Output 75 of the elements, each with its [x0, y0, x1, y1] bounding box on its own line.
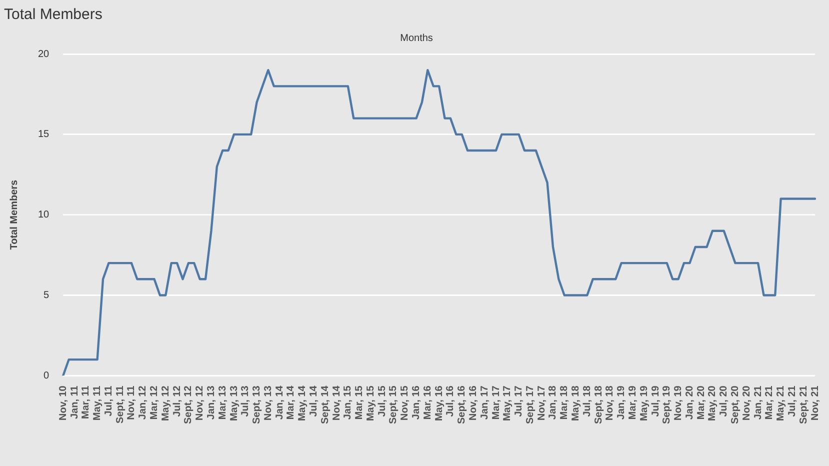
y-tick-label: 20	[38, 48, 50, 60]
x-tick-label: Nov, 17	[536, 385, 548, 420]
x-tick-label: Mar, 11	[80, 385, 92, 420]
x-tick-label: May, 17	[502, 385, 514, 422]
x-tick-label: Mar, 21	[764, 385, 776, 420]
x-tick-label: May, 12	[160, 385, 172, 422]
y-tick-label: 10	[38, 210, 50, 221]
x-tick-label: Nov, 11	[126, 385, 138, 420]
x-tick-label: Mar, 20	[696, 385, 707, 420]
x-tick-label: Jul, 18	[582, 385, 593, 417]
x-tick-label: Jan, 17	[479, 385, 490, 420]
x-tick-label: Jan, 21	[752, 385, 764, 420]
x-tick-label: Jan, 20	[684, 385, 696, 420]
y-tick-label: 5	[44, 290, 50, 301]
x-tick-label: Jan, 15	[342, 385, 354, 420]
x-tick-label: May, 14	[297, 385, 308, 422]
x-tick-label: May, 16	[434, 385, 445, 422]
y-axis-title: Total Members	[8, 179, 20, 250]
x-tick-label: Nov, 10	[58, 385, 69, 420]
x-tick-label: Sept, 17	[524, 385, 536, 424]
x-tick-label: Nov, 14	[331, 385, 342, 420]
x-tick-label: May, 18	[570, 385, 582, 422]
x-tick-label: Sept, 18	[593, 385, 604, 424]
x-tick-label: Jul, 11	[103, 385, 114, 416]
x-tick-label: Sept, 12	[183, 385, 194, 424]
x-tick-label: Nov, 18	[604, 385, 616, 420]
x-tick-label: Mar, 19	[627, 385, 638, 420]
x-tick-label: Nov, 16	[468, 385, 479, 420]
x-tick-label: Jul, 15	[376, 385, 388, 417]
x-tick-label: Jan, 19	[616, 385, 628, 420]
x-tick-label: Nov, 13	[262, 385, 274, 420]
x-tick-label: Jan, 14	[274, 385, 286, 420]
x-tick-label: May, 15	[365, 385, 376, 422]
y-tick-label: 0	[44, 370, 50, 382]
x-tick-label: Jan, 11	[69, 385, 80, 420]
x-tick-label: Mar, 12	[149, 385, 160, 420]
x-tick-label: Sept, 21	[798, 385, 810, 424]
x-tick-label: May, 21	[776, 385, 787, 422]
x-tick-label: Mar, 13	[217, 385, 228, 420]
x-tick-label: Jul, 20	[718, 385, 730, 417]
x-tick-label: Jan, 18	[548, 385, 559, 420]
x-tick-label: Nov, 20	[741, 385, 752, 420]
x-tick-label: Jul, 13	[240, 385, 252, 417]
x-tick-label: Jul, 12	[172, 385, 183, 417]
x-tick-label: May, 13	[228, 385, 240, 422]
x-tick-label: Sept, 15	[388, 385, 400, 424]
x-tick-label: Nov, 12	[194, 385, 206, 420]
x-tick-label: Mar, 18	[559, 385, 570, 420]
x-tick-label: Sept, 20	[730, 385, 742, 424]
x-tick-label: Nov, 15	[400, 385, 411, 420]
x-tick-label: Jul, 17	[514, 385, 525, 417]
x-tick-label: Jul, 16	[445, 385, 456, 417]
x-tick-label: Sept, 13	[252, 385, 263, 424]
x-axis-title: Months	[400, 32, 433, 44]
x-tick-label: Mar, 15	[354, 385, 366, 420]
x-tick-label: Mar, 14	[286, 385, 297, 420]
x-tick-label: Sept, 11	[114, 385, 126, 424]
x-tick-label: Nov, 21	[810, 385, 821, 420]
x-tick-label: Sept, 16	[456, 385, 468, 424]
x-tick-label: Nov, 19	[673, 385, 684, 420]
y-tick-label: 15	[38, 129, 50, 140]
x-tick-label: May, 20	[707, 385, 718, 422]
x-tick-label: Mar, 17	[490, 385, 502, 420]
x-tick-label: Jul, 14	[308, 385, 320, 417]
x-tick-label: Sept, 14	[320, 385, 331, 424]
x-tick-label: Jan, 16	[411, 385, 422, 420]
x-tick-label: May, 19	[638, 385, 650, 422]
x-tick-label: Sept, 19	[662, 385, 673, 424]
x-tick-label: Mar, 16	[422, 385, 434, 420]
chart-title: Total Members	[4, 6, 102, 24]
x-tick-label: Jul, 21	[786, 385, 798, 417]
x-tick-label: Jan, 13	[206, 385, 217, 420]
x-tick-label: Jul, 19	[650, 385, 662, 417]
x-tick-label: Jan, 12	[138, 385, 149, 420]
x-tick-label: May, 11	[92, 385, 104, 420]
